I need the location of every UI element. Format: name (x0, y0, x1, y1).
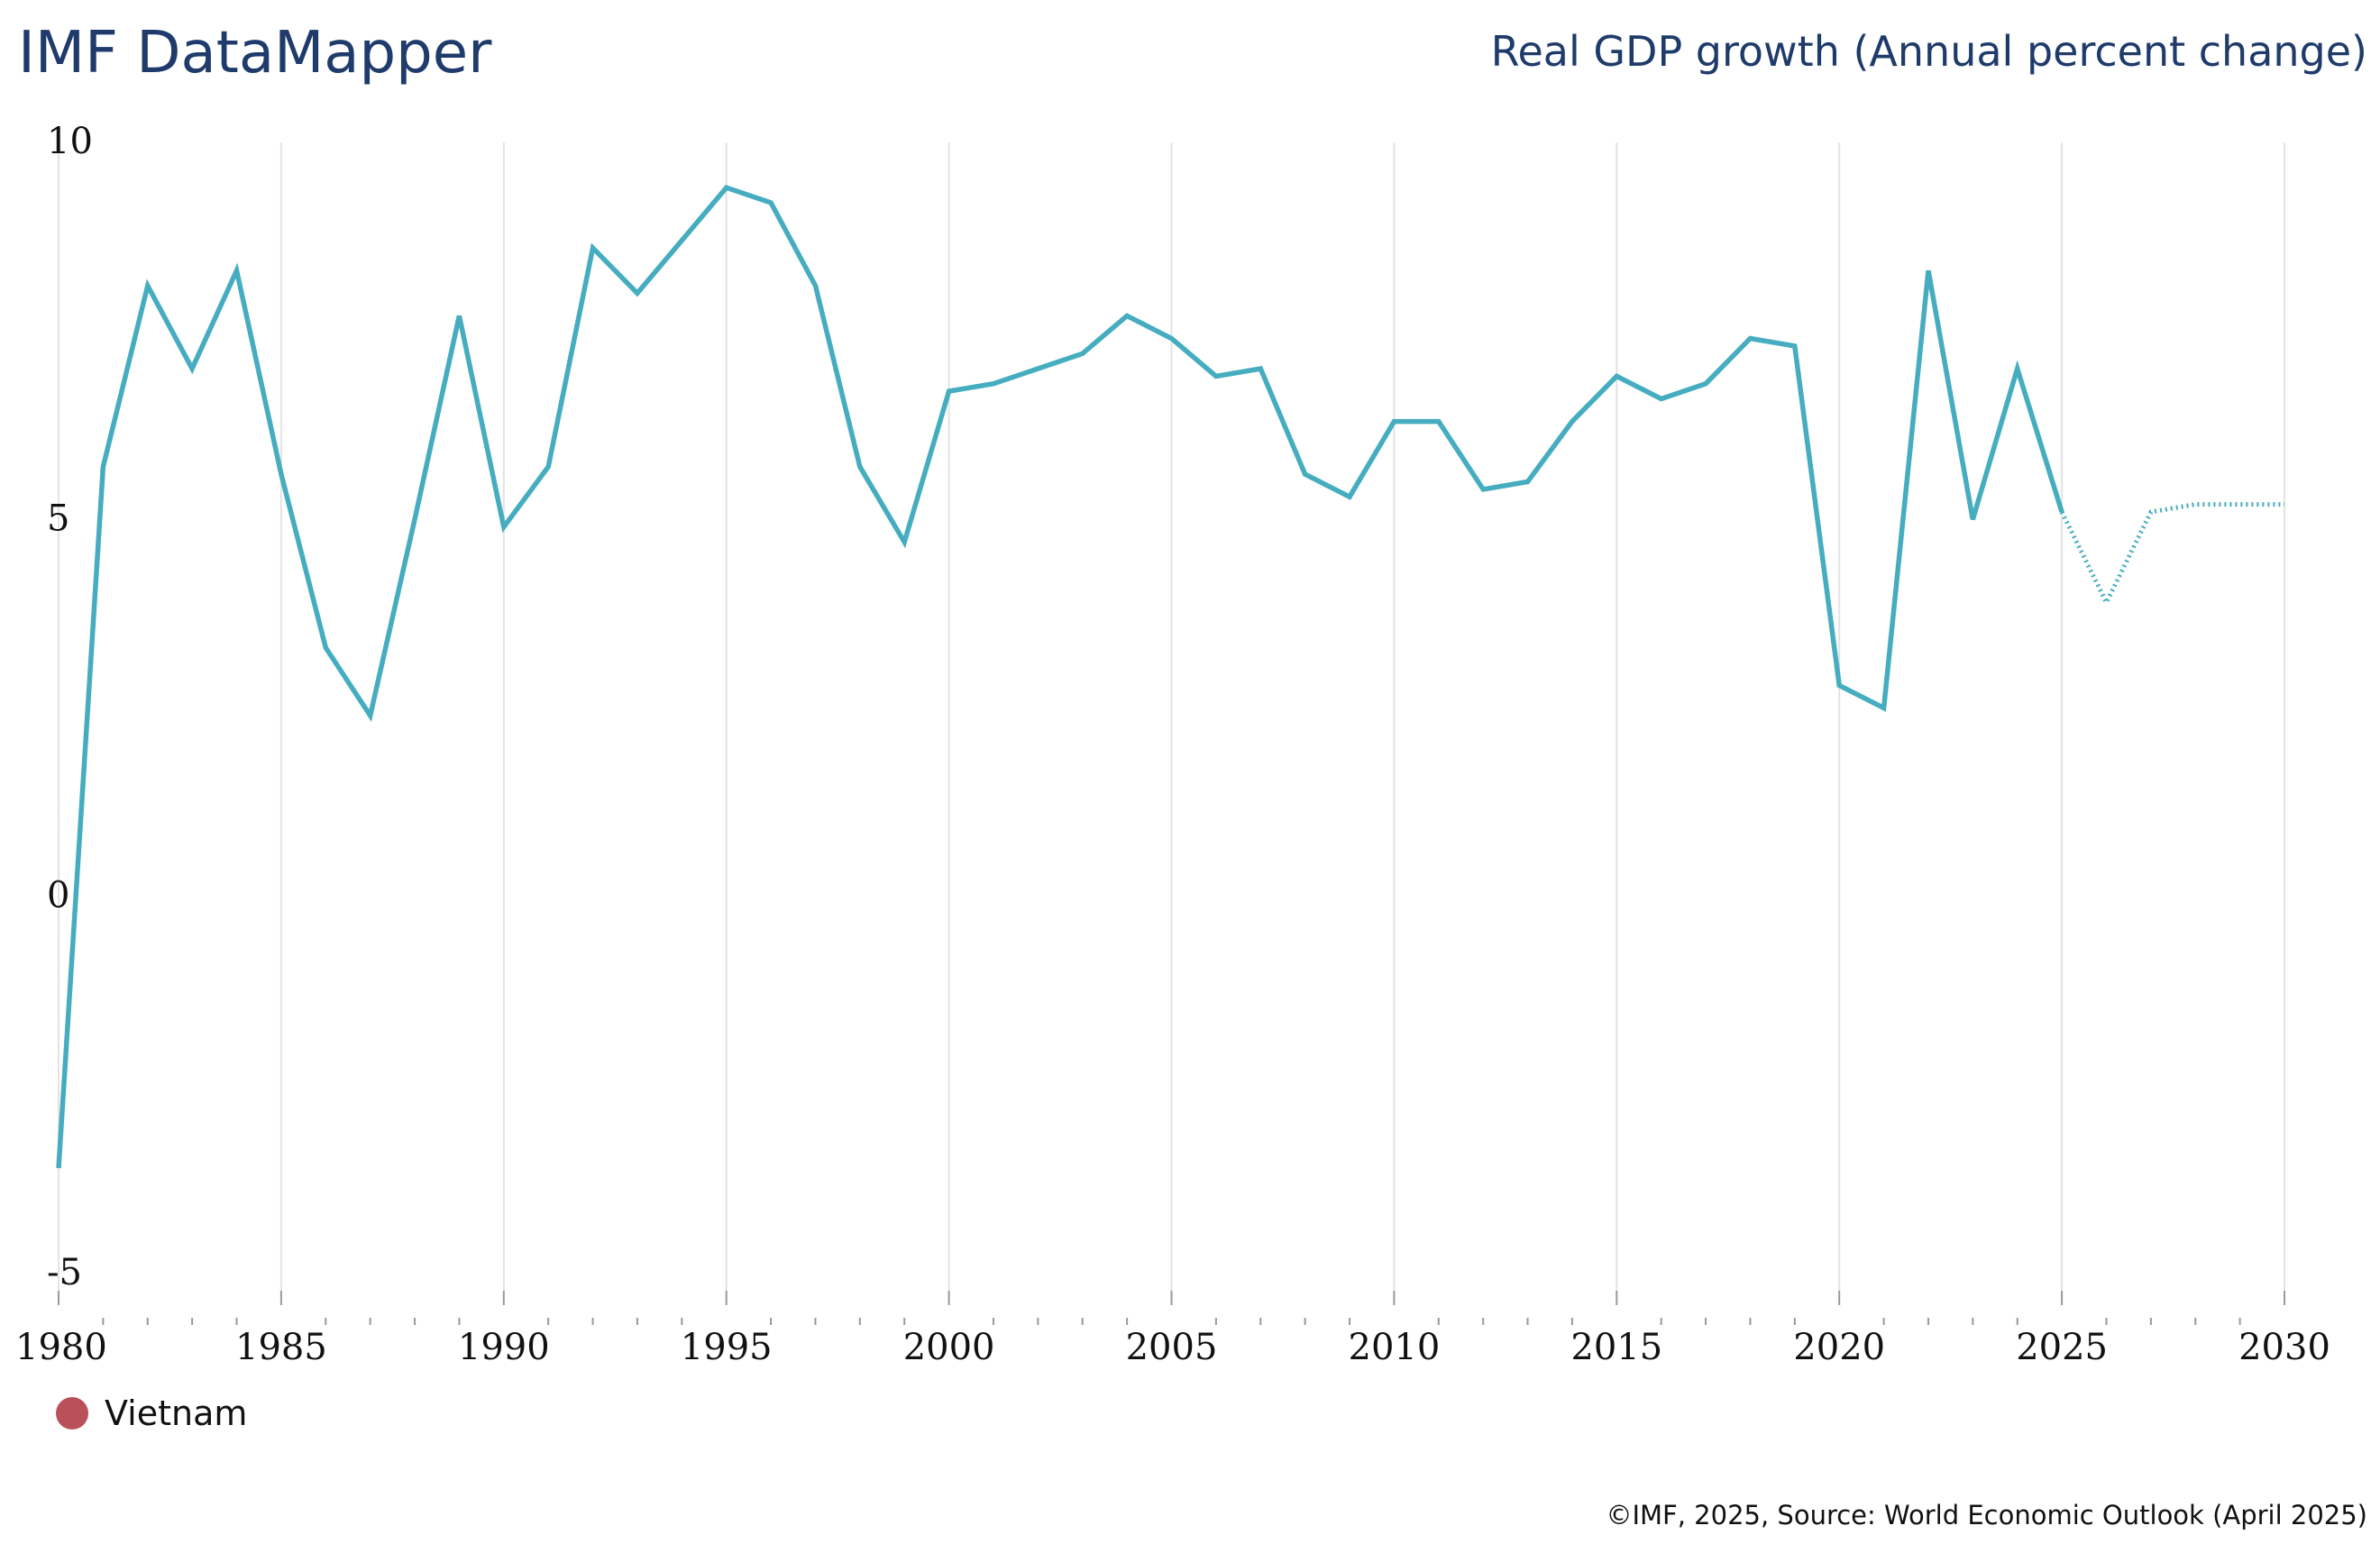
y-tick-label: -5 (47, 1252, 82, 1293)
data-point[interactable] (453, 310, 464, 321)
data-point[interactable] (1300, 469, 1311, 480)
data-point[interactable] (276, 469, 287, 480)
data-point[interactable] (944, 386, 955, 397)
y-axis-ticks: 10 5 0 -5 (47, 121, 93, 1293)
legend-marker-icon (56, 1397, 88, 1430)
data-point[interactable] (988, 379, 999, 389)
data-point[interactable] (1567, 416, 1578, 427)
data-point[interactable] (1344, 491, 1355, 502)
x-tick-label: 2030 (2238, 1327, 2330, 1368)
x-tick-label: 2010 (1349, 1327, 1441, 1368)
data-point[interactable] (810, 280, 821, 291)
x-tick-label: 2015 (1570, 1327, 1662, 1368)
x-axis-ticks: 1980 1985 1990 1995 2000 2005 2010 2015 2020 2025… (15, 1327, 2330, 1368)
data-point[interactable] (499, 522, 509, 533)
data-point[interactable] (409, 514, 420, 525)
data-point[interactable] (588, 242, 599, 253)
data-point[interactable] (676, 235, 687, 246)
gridlines (58, 142, 2285, 1291)
series-projection-line-vietnam[interactable] (2059, 502, 2284, 608)
x-tick-label: 1985 (235, 1327, 327, 1368)
data-point[interactable] (232, 265, 243, 276)
data-point[interactable] (1478, 484, 1488, 495)
x-minor-ticks (58, 1291, 2285, 1325)
x-tick-label: 1995 (681, 1327, 773, 1368)
data-point[interactable] (543, 461, 554, 472)
data-point[interactable] (2012, 363, 2023, 374)
data-point[interactable] (1834, 680, 1844, 690)
data-point[interactable] (1700, 379, 1711, 389)
y-tick-label: 10 (47, 121, 93, 162)
data-point[interactable] (320, 643, 331, 653)
data-point[interactable] (97, 461, 108, 472)
data-point[interactable] (1656, 394, 1667, 405)
x-tick-label: 2000 (903, 1327, 995, 1368)
data-point[interactable] (855, 461, 865, 472)
series-line-vietnam[interactable] (56, 184, 2064, 1169)
data-point[interactable] (1255, 363, 1266, 374)
y-tick-label: 0 (47, 875, 69, 917)
data-point[interactable] (721, 182, 732, 193)
data-point[interactable] (1433, 416, 1444, 427)
data-point[interactable] (2190, 499, 2201, 510)
data-point[interactable] (1032, 363, 1043, 374)
data-point[interactable] (1388, 416, 1399, 427)
x-tick-label: 2020 (1793, 1327, 1885, 1368)
data-point[interactable] (1121, 310, 1132, 321)
data-point[interactable] (1211, 370, 1222, 381)
data-point[interactable] (899, 536, 910, 547)
data-point[interactable] (1879, 703, 1890, 714)
data-point[interactable] (1523, 477, 1533, 488)
data-point[interactable] (2056, 507, 2067, 517)
data-point[interactable] (1744, 333, 1755, 344)
x-tick-label: 1980 (15, 1327, 107, 1368)
data-point[interactable] (765, 197, 776, 208)
data-point[interactable] (632, 288, 643, 298)
data-point[interactable] (2235, 499, 2246, 510)
x-tick-label: 2025 (2016, 1327, 2108, 1368)
data-point[interactable] (1790, 341, 1800, 352)
data-point[interactable] (1077, 348, 1088, 359)
data-point[interactable] (2101, 597, 2112, 607)
series-layer (53, 182, 2290, 1174)
legend-label[interactable]: Vietnam (105, 1393, 248, 1433)
data-point[interactable] (1611, 370, 1622, 381)
x-tick-label: 2005 (1126, 1327, 1218, 1368)
data-point[interactable] (1167, 333, 1177, 344)
data-point[interactable] (1923, 265, 1934, 276)
source-credit: ©IMF, 2025, Source: World Economic Outlo… (1606, 1500, 2367, 1530)
data-point[interactable] (2279, 499, 2290, 510)
data-point[interactable] (187, 363, 197, 374)
legend[interactable]: Vietnam (56, 1388, 247, 1439)
data-point[interactable] (53, 1163, 64, 1174)
brand-title: IMF DataMapper (18, 20, 492, 87)
data-point[interactable] (142, 280, 153, 291)
x-tick-label: 1990 (458, 1327, 550, 1368)
indicator-title: Real GDP growth (Annual percent change) (1490, 27, 2367, 76)
data-point[interactable] (1967, 514, 1978, 525)
y-tick-label: 5 (47, 498, 69, 539)
data-point[interactable] (2146, 507, 2156, 517)
data-point[interactable] (365, 710, 376, 721)
